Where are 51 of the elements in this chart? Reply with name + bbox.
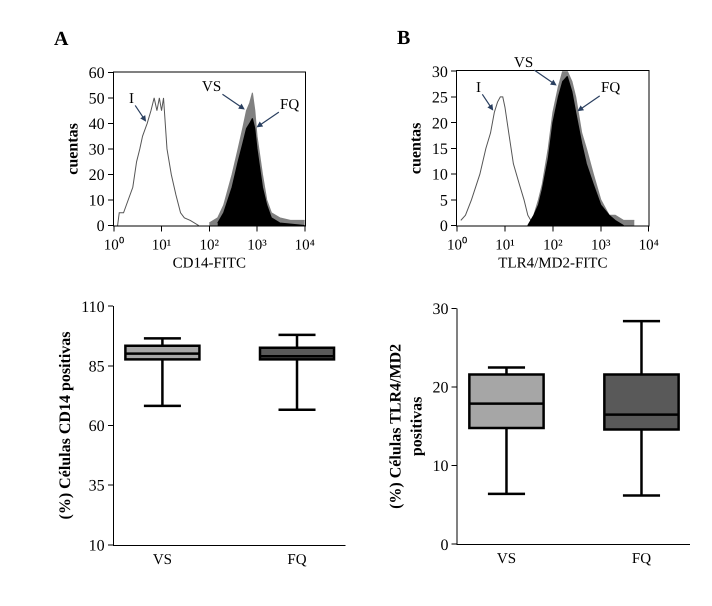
y-tick-label: 0 [440,218,448,236]
y-tick-label: 20 [432,380,449,397]
y-tick-label: 40 [88,116,105,134]
chart-title: A [54,28,69,50]
y-tick-label: 60 [88,418,105,436]
x-tick-label: 10⁴ [294,238,315,254]
x-tick-label: 10² [200,238,220,254]
y-tick-label: 25 [432,90,448,107]
series-label: FQ [601,80,620,96]
x-axis-title: CD14-FITC [172,256,246,272]
x-tick-label: VS [496,551,516,568]
x-tick-label: 10³ [247,238,268,254]
y-tick-label: 10 [432,458,449,476]
y-tick-label: 30 [432,301,449,318]
y-tick-label: 110 [81,298,105,316]
x-tick-label: FQ [287,552,307,568]
x-tick-label: 10⁴ [638,238,659,254]
y-tick-label: 30 [88,142,105,159]
series-label: VS [514,55,534,71]
x-tick-label: 10⁰ [447,236,468,254]
y-tick-label: 0 [440,536,449,554]
y-axis-title: (%) Células CD14 positivas [57,331,74,520]
series-label: FQ [280,97,300,113]
y-tick-label: 20 [432,115,448,132]
y-tick-label: 30 [432,64,448,81]
x-tick-label: 10¹ [495,238,515,254]
y-tick-label: 10 [88,192,105,210]
y-tick-label: 50 [88,90,105,108]
x-tick-label: 10⁰ [104,236,124,254]
y-axis-title: cuentas [64,123,82,175]
y-tick-label: 10 [88,537,105,554]
y-axis-title: cuentas [408,122,425,174]
y-tick-label: 85 [88,358,105,376]
x-tick-label: FQ [632,551,652,568]
series-label: I [129,91,134,107]
series-label: VS [202,79,222,95]
y-tick-label: 10 [432,166,448,184]
x-tick-label: 10² [543,238,564,254]
x-tick-label: VS [152,552,172,568]
y-tick-label: 20 [88,167,105,184]
y-tick-label: 35 [88,478,105,495]
y-tick-label: 60 [88,64,105,82]
chart-title: B [397,27,410,49]
y-tick-label: 0 [96,218,105,236]
y-axis-title: (%) Células TLR4/MD2 positivas [388,344,426,509]
x-tick-label: 10¹ [152,238,172,254]
x-tick-label: 10³ [591,238,612,254]
y-tick-label: 5 [440,192,448,210]
series-label: I [476,80,481,96]
y-tick-label: 15 [432,140,448,158]
x-axis-title: TLR4/MD2-FITC [498,256,608,272]
